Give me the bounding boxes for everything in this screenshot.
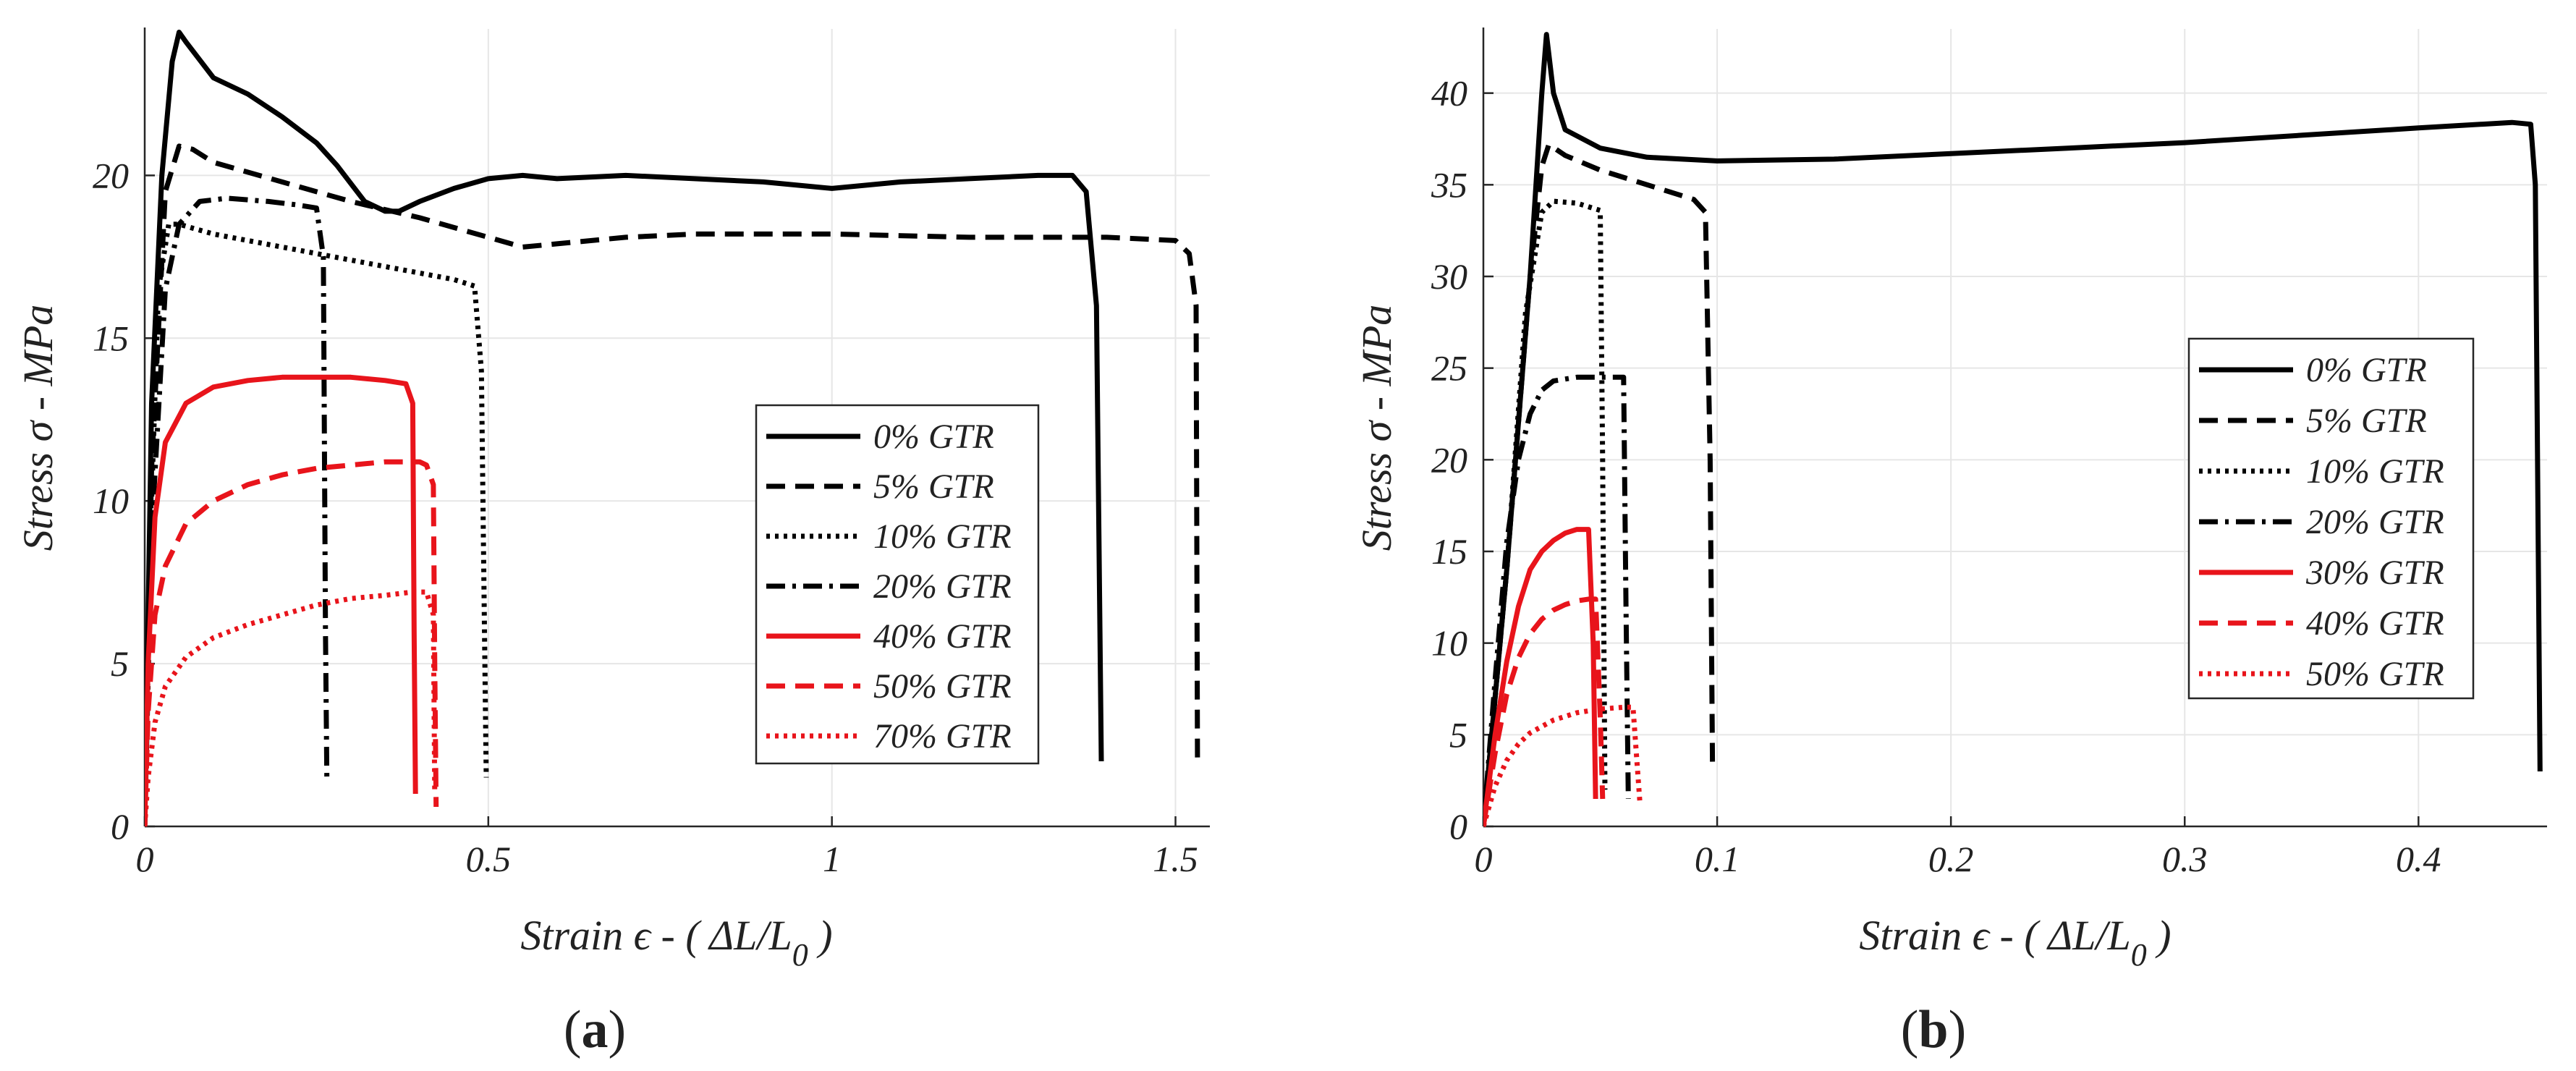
y-tick-label: 25 [1431,348,1467,389]
panel-label-open-paren: ( [1901,1000,1919,1059]
x-axis-label-subscript: 0 [2131,937,2147,973]
x-axis-label-subscript: 0 [792,937,808,973]
x-tick-label: 0 [136,839,154,879]
series-line-70pct-gtr [145,589,438,827]
series-line-20pct-gtr [1483,374,1631,827]
legend-label: 20% GTR [2306,503,2444,541]
legend-label: 30% GTR [2305,554,2444,592]
panel-b-chart: 0 0.1 0.2 0.3 0.4 0 5 10 15 20 25 30 35 40 Strain ϵ - … [1353,27,2547,1059]
legend-label: 40% GTR [2306,604,2444,643]
y-tick-label: 15 [93,318,129,358]
x-tick-label: 0.3 [2162,839,2208,879]
x-tick-label: 0.1 [1695,839,1740,879]
series-line-20pct-gtr [145,195,330,827]
legend-label: 50% GTR [873,667,1012,706]
series-line-50pct-gtr [1483,704,1643,827]
y-tick-label: 20 [1431,439,1467,480]
series-line-0pct-gtr [145,30,1104,827]
y-tick-label: 40 [1431,73,1467,114]
y-tick-label: 15 [1431,531,1467,572]
y-tick-label: 35 [1431,164,1467,205]
y-tick-label: 20 [93,155,129,195]
x-axis-label-close: ) [2147,912,2172,959]
legend-label: 10% GTR [873,517,1012,556]
panel-label-letter: b [1918,1000,1948,1059]
y-tick-label: 0 [111,806,129,847]
y-tick-label: 10 [1431,623,1467,664]
x-axis-label: Strain ϵ - ( ΔL/L0 ) [1859,912,2171,973]
series-line-5pct-gtr [1483,142,1716,827]
x-tick-label: 0.2 [1928,839,1974,879]
y-axis-label: Stress σ - MPa [1353,305,1400,551]
x-axis-label-main: Strain ϵ - ( ΔL/L [520,912,792,959]
y-tick-label: 10 [93,481,129,521]
legend-label: 0% GTR [2306,351,2427,389]
series-line-30pct-gtr [1483,527,1598,827]
legend-label: 5% GTR [2306,402,2427,440]
series-lines [145,30,1200,827]
x-tick-label: 0.5 [466,839,512,879]
panel-label: (b) [1901,1000,1966,1059]
x-axis-label-main: Strain ϵ - ( ΔL/L [1859,912,2130,959]
series-lines [1483,32,2543,827]
series-line-10pct-gtr [145,221,489,827]
legend-box [2187,337,2475,700]
panel-label-close-paren: ) [1949,1000,1967,1059]
x-axis-label: Strain ϵ - ( ΔL/L0 ) [520,912,832,973]
y-axis-label: Stress σ - MPa [14,305,62,551]
legend-label: 20% GTR [873,567,1012,606]
legend-label: 50% GTR [2306,655,2444,693]
legend-label: 0% GTR [873,418,994,456]
legend-label: 5% GTR [873,467,994,506]
x-tick-label: 0 [1475,839,1493,879]
panel-label-letter: a [582,1000,609,1059]
series-line-50pct-gtr [145,459,439,827]
legend: 0% GTR 5% GTR 10% GTR 20% GTR 40% GTR 50% GTR… [755,404,1040,765]
legend: 0% GTR 5% GTR 10% GTR 20% GTR 30% GTR 40% GTR… [2187,337,2475,700]
series-line-40pct-gtr [1483,596,1606,827]
y-tick-label: 0 [1449,806,1467,847]
panel-label-open-paren: ( [564,1000,582,1059]
y-tick-label: 30 [1431,256,1467,297]
x-tick-label: 1.5 [1153,839,1198,879]
legend-label: 70% GTR [873,717,1012,755]
y-tick-label: 5 [1449,714,1467,755]
series-line-0pct-gtr [1483,32,2543,827]
panel-label-close-paren: ) [609,1000,627,1059]
x-axis-label-close: ) [808,912,833,959]
x-tick-label: 1 [823,839,841,879]
panel-label: (a) [564,1000,626,1059]
series-line-5pct-gtr [145,143,1200,827]
legend-label: 40% GTR [873,617,1012,656]
legend-label: 10% GTR [2306,452,2444,491]
series-line-40pct-gtr [145,374,418,827]
y-tick-label: 5 [111,643,129,684]
x-tick-label: 0.4 [2396,839,2441,879]
